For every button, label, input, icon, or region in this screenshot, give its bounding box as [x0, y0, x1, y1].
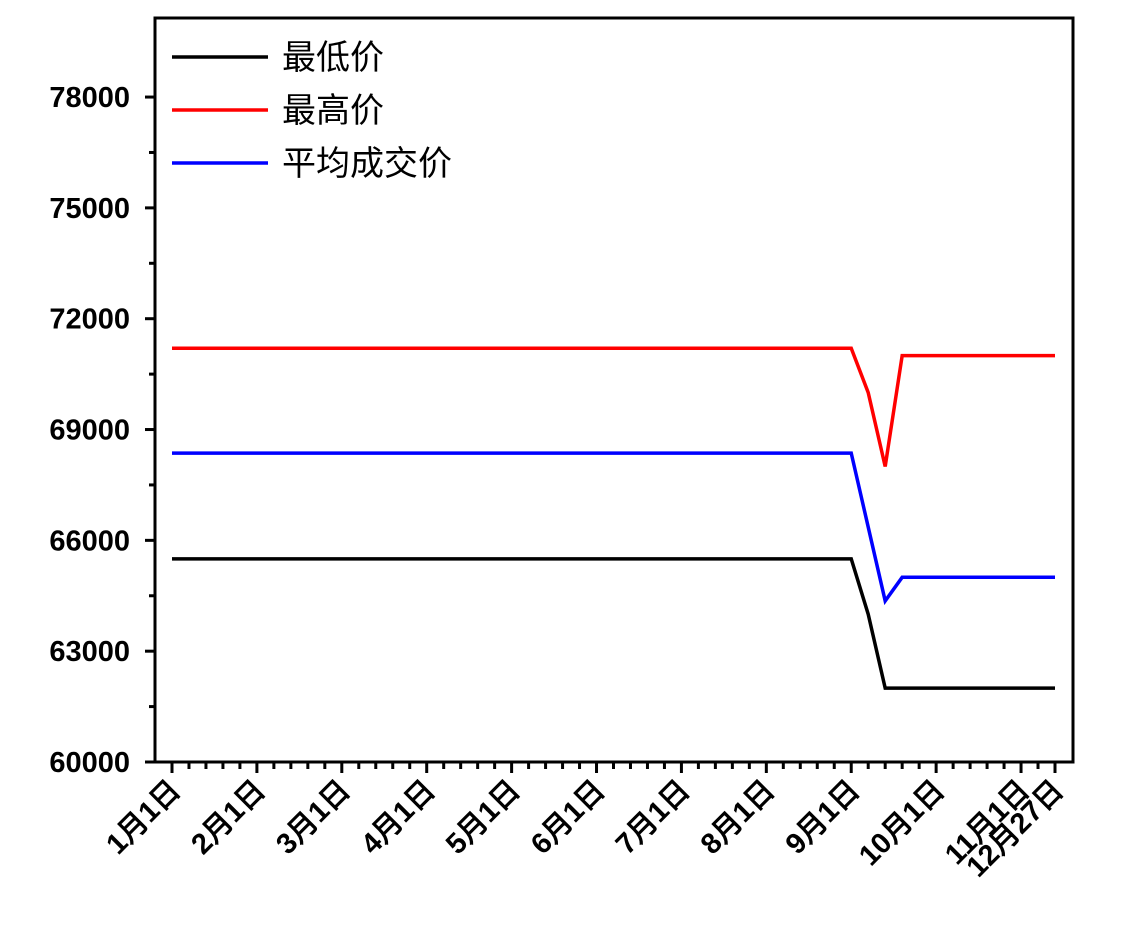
x-tick-label: 5月1日: [440, 774, 526, 860]
legend-label: 平均成交价: [282, 144, 452, 184]
legend-label: 最低价: [282, 38, 384, 78]
x-tick-label: 2月1日: [185, 774, 271, 860]
y-tick-label: 72000: [49, 304, 130, 336]
y-tick-label: 69000: [49, 415, 130, 447]
x-tick-label: 6月1日: [525, 774, 611, 860]
x-tick-label: 3月1日: [270, 774, 356, 860]
x-tick-label: 1月1日: [100, 774, 186, 860]
series-line: [172, 557, 1055, 690]
x-tick-label: 4月1日: [355, 774, 441, 860]
x-tick-label: 10月1日: [853, 774, 951, 872]
legend-label: 最高价: [282, 91, 384, 131]
series-line: [172, 451, 1055, 606]
series-line: [172, 346, 1055, 467]
x-tick-label: 7月1日: [610, 774, 696, 860]
y-tick-label: 75000: [49, 193, 130, 225]
x-tick-label: 8月1日: [695, 774, 781, 860]
x-tick-label: 9月1日: [780, 774, 866, 860]
y-tick-label: 78000: [49, 82, 130, 114]
y-tick-label: 66000: [49, 525, 130, 557]
y-tick-label: 60000: [49, 747, 130, 779]
y-tick-label: 63000: [49, 636, 130, 668]
plot-frame: [153, 16, 1075, 764]
